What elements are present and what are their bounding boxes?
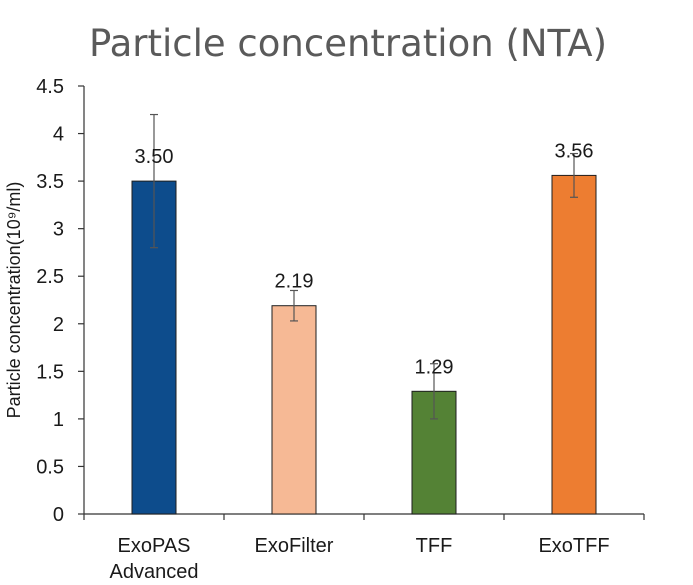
category-label: TFF (416, 535, 453, 557)
y-tick-label: 3.5 (36, 171, 64, 193)
y-tick-label: 1 (53, 409, 64, 431)
category-label: ExoPAS (118, 535, 191, 557)
bars-group (131, 113, 597, 515)
data-label: 1.29 (415, 356, 454, 378)
y-axis-label: Particle concentration(10⁹/ml) (4, 182, 24, 419)
category-label: Advanced (110, 561, 199, 580)
y-tick-label: 0 (53, 504, 64, 526)
category-label: ExoFilter (255, 535, 334, 557)
bar-4 (551, 174, 597, 515)
y-tick-label: 2.5 (36, 266, 64, 288)
category-label: ExoTFF (538, 535, 609, 557)
labels-group: 0 0.5 1 1.5 2 2.5 3 3.5 4 4.5 3.50 ExoPAS Advanced 2.… (36, 76, 609, 583)
bar-2 (271, 305, 317, 515)
data-label: 3.56 (555, 140, 594, 162)
y-tick-label: 1.5 (36, 361, 64, 383)
y-tick-label: 3 (53, 219, 64, 241)
data-label: 2.19 (275, 271, 314, 293)
axes (78, 85, 645, 520)
data-label: 3.50 (135, 146, 174, 168)
y-tick-label: 4 (53, 124, 64, 146)
y-tick-label: 4.5 (36, 76, 64, 98)
chart-title: Particle concentration (NTA) (89, 22, 607, 65)
y-tick-label: 0.5 (36, 456, 64, 478)
y-tick-label: 2 (53, 314, 64, 336)
